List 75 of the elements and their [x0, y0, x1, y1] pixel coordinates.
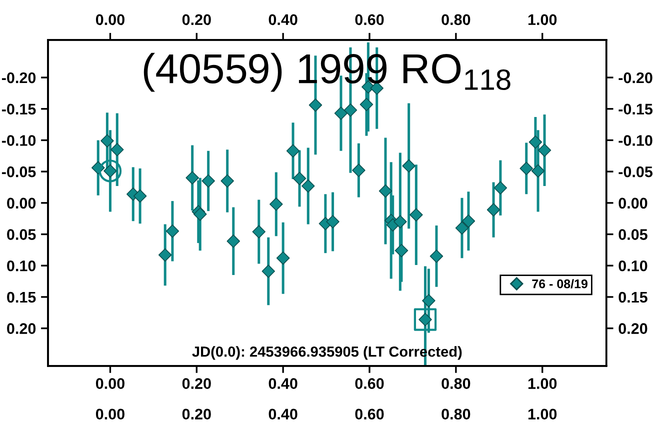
text: 0.20	[182, 14, 211, 26]
point	[394, 244, 408, 258]
x-tick-label: 0.80	[442, 378, 470, 389]
point	[360, 98, 374, 112]
point	[352, 164, 366, 177]
y-tick-label: 0.20	[7, 323, 36, 334]
x-tick-label: 0.00	[96, 378, 124, 389]
text: 0.40	[268, 14, 298, 26]
point	[308, 98, 322, 112]
point	[286, 144, 300, 158]
text: 0.00	[96, 14, 124, 26]
y2-tick-label: -0.10	[618, 135, 652, 146]
point	[133, 189, 147, 203]
x-tick-label: 0.20	[182, 378, 211, 389]
y-tick-label: -0.20	[2, 72, 36, 84]
y2-tick-label: 0.20	[618, 323, 648, 334]
point	[193, 208, 207, 221]
point	[270, 198, 283, 211]
point	[394, 215, 407, 228]
text: 1.00	[528, 14, 557, 26]
point	[455, 221, 469, 235]
x2-tick-label: 0.60	[355, 408, 384, 420]
y-tick-label: 0.10	[7, 260, 36, 272]
point	[166, 224, 180, 238]
point	[100, 134, 114, 148]
point	[528, 135, 542, 149]
x-tick-label: 0.60	[355, 378, 384, 389]
point	[486, 203, 500, 216]
y-tick-label: -0.15	[2, 104, 36, 115]
point	[538, 144, 552, 157]
point	[220, 174, 234, 188]
x2-tick-label: 0.00	[96, 408, 124, 420]
point	[402, 159, 416, 173]
x-tick-label: 0.40	[268, 378, 298, 389]
point	[410, 208, 423, 222]
x2-tick-label: 1.00	[528, 408, 557, 420]
y-tick-label: 0.00	[7, 198, 36, 209]
y-tick-label: 0.15	[7, 292, 36, 303]
text: 0.60	[355, 14, 384, 26]
point	[378, 184, 392, 198]
point	[326, 215, 340, 228]
y-tick-label: 0.05	[7, 229, 36, 240]
y2-tick-label: -0.05	[618, 166, 653, 178]
y2-tick-label: 0.05	[618, 229, 648, 240]
y-tick-label: -0.10	[2, 135, 36, 146]
point	[520, 162, 533, 176]
text: 0.80	[442, 14, 470, 26]
x2-tick-label: 0.80	[442, 408, 470, 420]
point	[334, 106, 348, 120]
point	[462, 214, 476, 228]
point	[531, 164, 545, 178]
point	[422, 294, 436, 308]
y-tick-label: -0.05	[2, 166, 36, 178]
x2-tick-label: 0.20	[182, 408, 211, 420]
point	[292, 172, 306, 186]
y2-tick-label: -0.20	[618, 72, 652, 84]
point	[276, 251, 290, 265]
point	[262, 264, 276, 278]
y2-tick-label: 0.10	[618, 260, 648, 272]
point	[344, 103, 358, 117]
point	[252, 225, 266, 238]
point	[430, 250, 444, 263]
point	[158, 248, 172, 262]
legend-label: 76 - 08/19	[532, 279, 588, 288]
y2-tick-label: 0.00	[618, 198, 648, 209]
point	[494, 181, 508, 194]
point	[186, 171, 199, 184]
y2-tick-label: -0.15	[618, 104, 653, 115]
x-tick-label: 1.00	[528, 378, 557, 389]
point	[202, 174, 215, 188]
point	[110, 142, 124, 156]
x2-tick-label: 0.40	[268, 408, 298, 420]
point	[226, 234, 240, 248]
y2-tick-label: 0.15	[618, 292, 648, 303]
point	[302, 179, 315, 193]
